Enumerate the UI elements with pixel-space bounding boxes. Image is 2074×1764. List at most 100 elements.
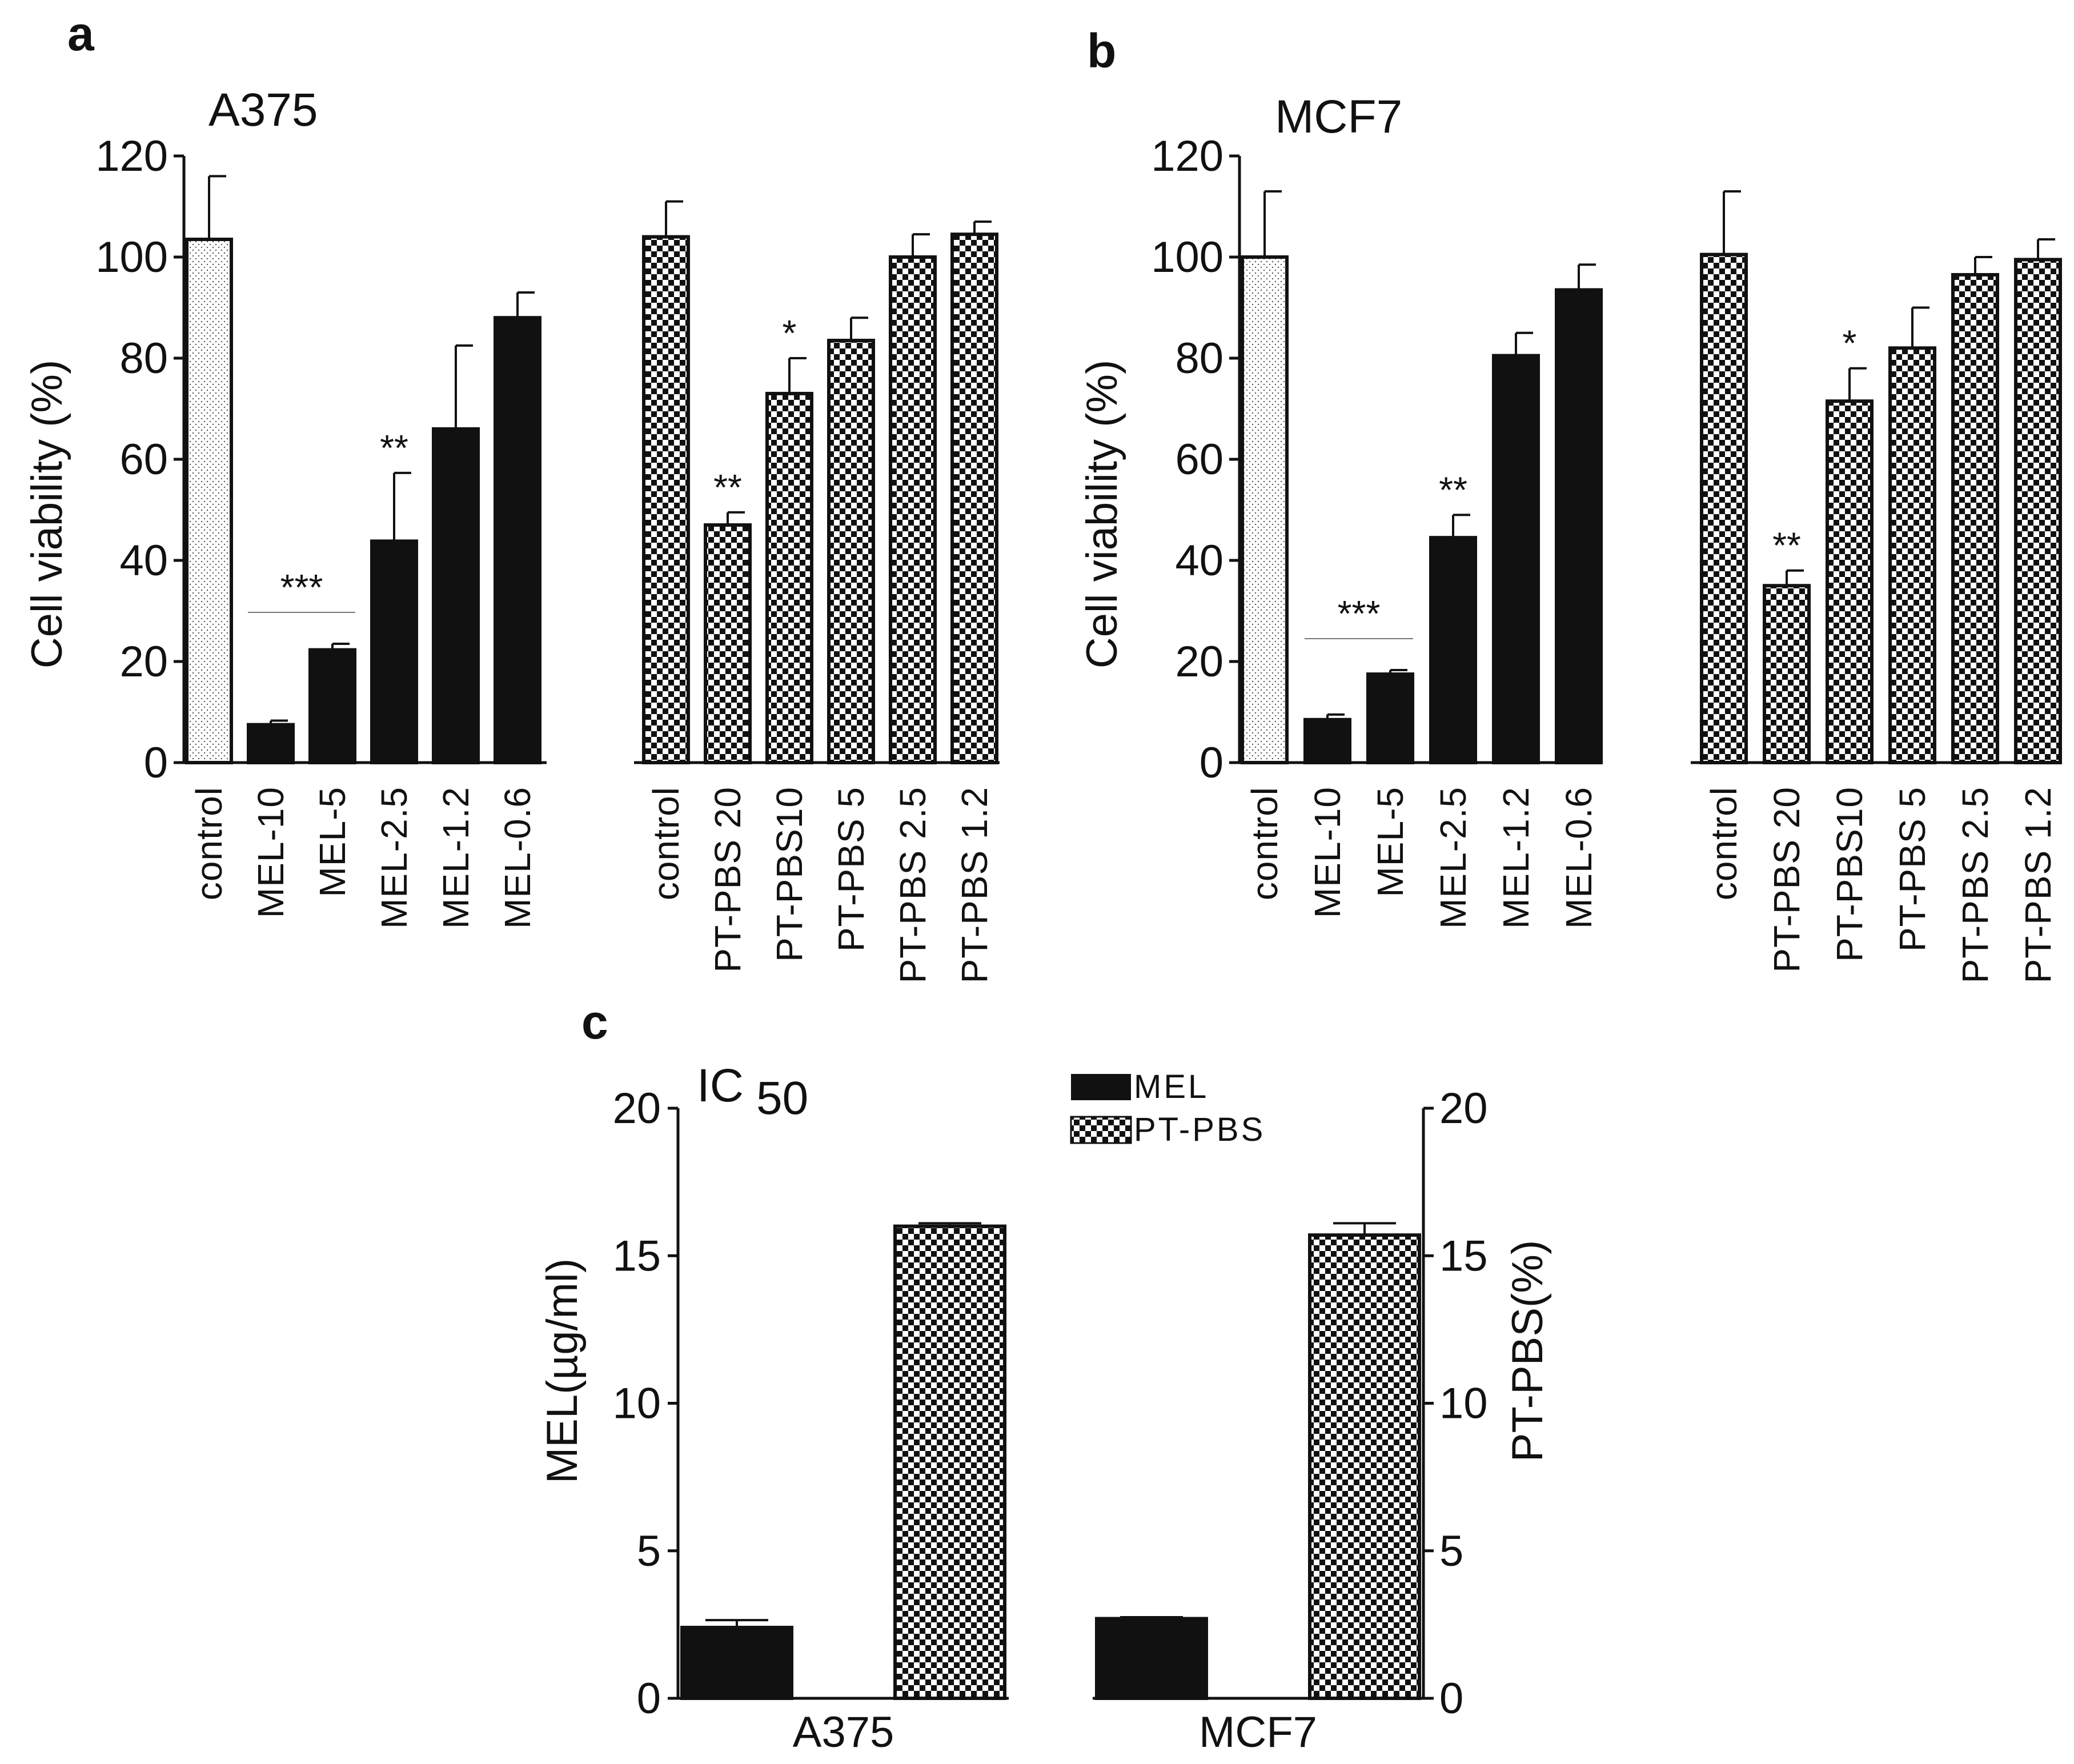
panel-b-significance: ******** (1305, 323, 1857, 640)
y-tick-label: 20 (1175, 638, 1223, 686)
panel-c-error-bars (705, 1222, 1396, 1628)
significance-marker-pt-pbs-20: ** (713, 467, 742, 508)
panel-c-title-subscript: 50 (756, 1072, 808, 1124)
category-label-mel-1-2: MEL-1.2 (435, 787, 476, 929)
left-y-tick-label: 10 (612, 1380, 661, 1428)
panel-b-y-axis: 0 20 40 60 80 100 120 (1151, 132, 2056, 787)
panel-c-bars (680, 1224, 1421, 1701)
panel-b-chart: b MCF7 Cell viability (%) 0 20 40 60 80 100 12… (1078, 24, 2062, 983)
panel-b-category-labels: control MEL-10 MEL-5 MEL-2.5 MEL-1.2 MEL-0.6 c… (1244, 787, 2059, 983)
right-y-tick-label: 20 (1439, 1084, 1488, 1133)
panel-a-bars (185, 232, 998, 765)
significance-marker-pt-pbs10: * (1843, 323, 1857, 364)
category-label-mcf7: MCF7 (1199, 1708, 1317, 1757)
bar-mel-mel-2-5 (370, 539, 418, 764)
bar-mel-control (1241, 255, 1289, 764)
bar-pt-pbs-pt-pbs10 (765, 391, 813, 764)
category-label-mel-5: MEL-5 (312, 787, 353, 897)
category-label-pt-pbs10: PT-PBS10 (769, 787, 810, 962)
bar-mel-mcf7 (1095, 1617, 1208, 1700)
y-tick-label: 100 (95, 233, 168, 282)
category-label-control: control (645, 787, 687, 900)
legend-label-mel: MEL (1134, 1068, 1209, 1105)
left-y-tick-label: 15 (612, 1232, 661, 1280)
y-tick-label: 0 (144, 739, 168, 787)
category-label-pt-pbs-1-2: PT-PBS 1.2 (954, 787, 995, 983)
category-label-pt-pbs-5: PT-PBS 5 (1892, 787, 1933, 952)
category-label-mel-2-5: MEL-2.5 (374, 787, 415, 929)
bar-mel-mel-2-5 (1429, 536, 1477, 764)
category-label-pt-pbs-5: PT-PBS 5 (831, 787, 872, 952)
left-y-tick-label: 5 (637, 1527, 661, 1575)
panel-a-y-axis: 0 20 40 60 80 100 120 (95, 132, 1000, 787)
category-label-pt-pbs-20: PT-PBS 20 (707, 787, 748, 973)
left-y-tick-label: 20 (612, 1084, 661, 1133)
y-tick-label: 120 (95, 132, 168, 181)
panel-c-axes: 0 0 5 5 10 10 15 15 20 20 (612, 1084, 1487, 1723)
bar-mel-mel-10 (247, 723, 295, 764)
significance-marker-pt-pbs10: * (783, 312, 797, 354)
y-tick-label: 40 (119, 536, 168, 585)
panel-b-y-axis-label: Cell viability (%) (1078, 360, 1126, 669)
panel-c-right-y-axis-label: PT-PBS(%) (1503, 1240, 1552, 1462)
bar-pt-pbs-control (642, 235, 690, 765)
y-tick-label: 0 (1200, 739, 1223, 787)
bar-pt-pbs-pt-pbs-2-5 (1951, 272, 1999, 765)
bar-mel-mel-0-6 (494, 316, 541, 764)
category-label-pt-pbs-2-5: PT-PBS 2.5 (892, 787, 933, 983)
panel-b-title: MCF7 (1275, 91, 1402, 143)
category-label-pt-pbs-1-2: PT-PBS 1.2 (2017, 787, 2059, 983)
bar-mel-mel-1-2 (432, 427, 480, 764)
panel-a-error-bars (208, 175, 992, 725)
bar-pt-pbs-pt-pbs-2-5 (889, 255, 937, 764)
y-tick-label: 100 (1151, 233, 1223, 282)
category-label-a375: A375 (793, 1708, 894, 1757)
bar-pt-pbs-pt-pbs10 (1826, 399, 1874, 764)
bar-pt-pbs-pt-pbs-20 (704, 523, 752, 764)
y-tick-label: 20 (119, 638, 168, 686)
bar-mel-mel-10 (1303, 717, 1351, 765)
bar-mel-mel-5 (1366, 672, 1414, 764)
bar-pt-pbs-pt-pbs-5 (827, 339, 875, 764)
y-tick-label: 40 (1175, 536, 1223, 585)
y-tick-label: 60 (119, 435, 168, 484)
category-label-mel-10: MEL-10 (250, 787, 291, 918)
bar-mel-mel-0-6 (1555, 288, 1603, 764)
category-label-mel-1-2: MEL-1.2 (1495, 787, 1537, 929)
legend-label-pt-pbs: PT-PBS (1134, 1111, 1265, 1148)
bar-pt-pbs-control (1700, 252, 1748, 764)
panel-b-error-bars (1263, 190, 2055, 720)
category-label-mel-0-6: MEL-0.6 (1558, 787, 1599, 929)
panel-c-category-labels: A375 MCF7 (793, 1708, 1317, 1757)
panel-b-label: b (1087, 24, 1116, 78)
y-tick-label: 120 (1151, 132, 1223, 181)
category-label-pt-pbs10: PT-PBS10 (1829, 787, 1870, 962)
panel-c-label: c (581, 995, 608, 1049)
category-label-control: control (1703, 787, 1744, 900)
y-tick-label: 80 (1175, 334, 1223, 383)
category-label-pt-pbs-20: PT-PBS 20 (1766, 787, 1807, 973)
panel-c-chart: c IC 50 MEL(µg/ml) PT-PBS(%) MEL PT-PBS 0… (538, 995, 1552, 1757)
legend-swatch-mel (1071, 1074, 1131, 1100)
category-label-control: control (1244, 787, 1285, 900)
right-y-tick-label: 10 (1439, 1380, 1488, 1428)
panel-a-title: A375 (208, 84, 318, 136)
category-label-mel-2-5: MEL-2.5 (1433, 787, 1474, 929)
left-y-tick-label: 0 (637, 1674, 661, 1723)
bar-pt-pbs-pt-pbs-20 (1763, 584, 1811, 764)
bar-pt-pbs-pt-pbs-5 (1888, 346, 1936, 764)
bar-pt-pbs-pt-pbs-1-2 (2014, 258, 2062, 764)
category-label-pt-pbs-2-5: PT-PBS 2.5 (1955, 787, 1996, 983)
panel-a-label: a (67, 7, 95, 61)
panel-a-category-labels: control MEL-10 MEL-5 MEL-2.5 MEL-1.2 MEL-0.6 c… (188, 787, 995, 983)
panel-a-y-axis-label: Cell viability (%) (23, 360, 71, 669)
panel-b-bars (1241, 252, 2062, 765)
right-y-tick-label: 15 (1439, 1232, 1488, 1280)
bar-pt-pbs-mcf7 (1308, 1233, 1421, 1700)
panel-c-legend: MEL PT-PBS (1070, 1068, 1265, 1148)
bar-mel-mel-5 (308, 648, 356, 765)
right-y-tick-label: 0 (1439, 1674, 1463, 1723)
bar-pt-pbs-pt-pbs-1-2 (950, 232, 998, 764)
significance-marker-mel-2-5: ** (1439, 469, 1467, 510)
